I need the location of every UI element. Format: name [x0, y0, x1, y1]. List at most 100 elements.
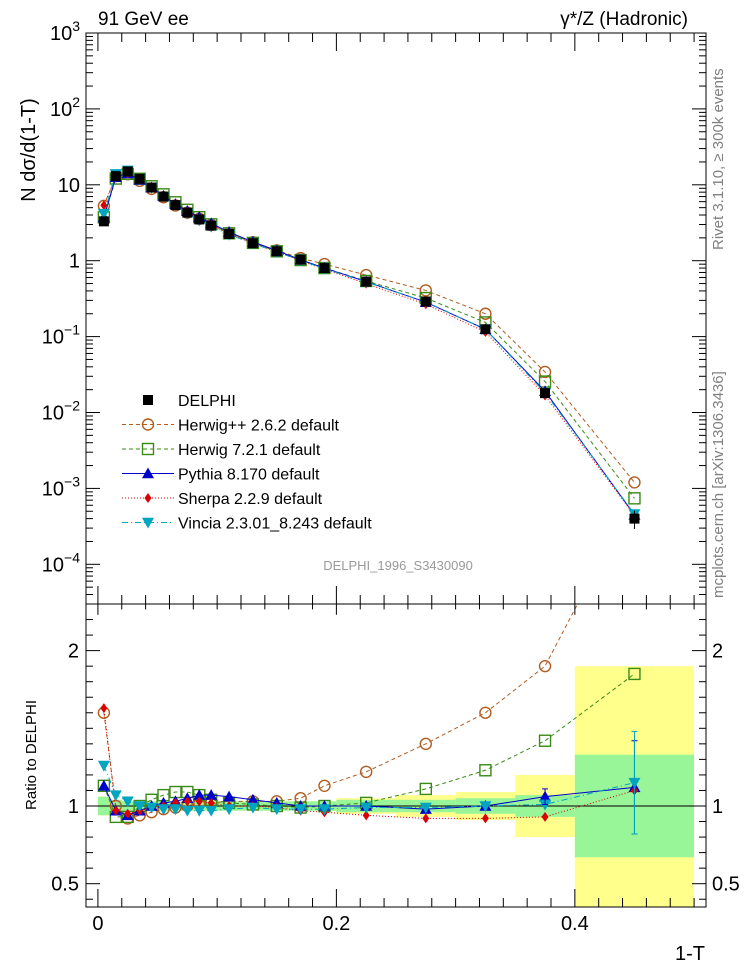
data-point-delphi: [420, 296, 431, 307]
data-point-delphi: [540, 388, 551, 399]
ratio-y-tick-label-left: 1: [68, 796, 79, 818]
ratio-point-herwig-7-2-1-default: [538, 734, 552, 747]
x-tick-label: 0.2: [322, 913, 350, 935]
data-point-delphi: [361, 276, 372, 287]
main-y-tick-label: 102: [50, 94, 80, 121]
ratio-point-vincia-2-3-01-8-243-default: [109, 790, 122, 802]
point-sherpa-2-2-9-default: [100, 200, 108, 211]
data-point-delphi: [629, 513, 640, 524]
ratio-y-tick-label-left: 0.5: [51, 874, 79, 896]
x-tick-label: 0.4: [561, 913, 589, 935]
ratio-point-pythia-8-170-default: [223, 790, 236, 802]
ratio-point-pythia-8-170-default: [246, 793, 259, 805]
data-point-delphi: [271, 246, 282, 257]
main-y-tick-label: 1: [69, 251, 80, 273]
ratio-point-pythia-8-170-default: [97, 779, 110, 791]
header-right-label: γ*/Z (Hadronic): [560, 9, 688, 30]
data-point-delphi: [98, 216, 109, 227]
ratio-point-sherpa-2-2-9-default: [422, 813, 430, 824]
legend-label-delphi: DELPHI: [178, 393, 236, 410]
ratio-point-sherpa-2-2-9-default: [183, 796, 191, 807]
ratio-point-pythia-8-170-default: [205, 789, 218, 800]
ratio-point-vincia-2-3-01-8-243-default: [318, 804, 331, 816]
ratio-point-vincia-2-3-01-8-243-default: [97, 760, 110, 772]
ratio-y-tick-label-right: 2: [712, 641, 723, 663]
ratio-point-sherpa-2-2-9-default: [541, 811, 549, 822]
point-herwig-2-6-2-default: [538, 365, 552, 379]
data-point-delphi: [158, 191, 169, 202]
ratio-line-herwig-2-6-2-default: [103, 604, 579, 819]
series-line-sherpa-2-2-9-default: [103, 172, 635, 516]
data-point-delphi: [134, 173, 145, 184]
ratio-point-sherpa-2-2-9-default: [100, 703, 108, 714]
ratio-point-sherpa-2-2-9-default: [124, 808, 132, 819]
point-herwig-7-2-1-default: [628, 492, 641, 505]
ratio-point-vincia-2-3-01-8-243-default: [133, 801, 146, 812]
legend-label-herwig-7-2-1-default: Herwig 7.2.1 default: [178, 442, 321, 459]
legend-marker-vincia-2-3-01-8-243-default: [142, 517, 154, 529]
ratio-point-herwig-2-6-2-default: [538, 659, 552, 673]
data-point-delphi: [319, 263, 330, 274]
ratio-point-sherpa-2-2-9-default: [112, 805, 120, 816]
data-point-delphi: [194, 214, 205, 225]
ratio-point-vincia-2-3-01-8-243-default: [193, 805, 206, 817]
mcplots-label: mcplots.cern.ch [arXiv:1306.3436]: [710, 371, 727, 598]
ratio-point-herwig-2-6-2-default: [419, 737, 433, 751]
main-y-tick-label: 10−2: [42, 398, 80, 425]
point-vincia-2-3-01-8-243-default: [97, 208, 110, 220]
main-y-axis-title: N dσ/d(1-T): [18, 98, 40, 201]
ratio-point-sherpa-2-2-9-default: [195, 796, 203, 807]
ratio-point-vincia-2-3-01-8-243-default: [270, 804, 283, 816]
legend-marker-sherpa-2-2-9-default: [144, 493, 152, 503]
ratio-line-vincia-2-3-01-8-243-default: [103, 765, 635, 812]
ratio-point-vincia-2-3-01-8-243-default: [479, 801, 492, 812]
ratio-point-vincia-2-3-01-8-243-default: [181, 805, 194, 817]
ratio-panel-series: [97, 490, 641, 835]
main-y-tick-label: 10−3: [42, 473, 80, 500]
ratio-y-tick-label-right: 0.5: [712, 874, 740, 896]
ratio-y-axis-title: Ratio to DELPHI: [23, 700, 40, 810]
ratio-point-vincia-2-3-01-8-243-default: [205, 805, 218, 817]
point-herwig-2-6-2-default: [419, 284, 433, 297]
data-point-delphi: [295, 254, 306, 265]
ratio-point-herwig-2-6-2-default: [629, 490, 640, 501]
ratio-point-vincia-2-3-01-8-243-default: [360, 802, 373, 814]
data-point-delphi: [480, 324, 491, 335]
ratio-point-herwig-7-2-1-default: [419, 782, 433, 796]
point-herwig-2-6-2-default: [628, 476, 641, 489]
x-tick-label: 0: [92, 913, 103, 935]
legend-label-herwig-2-6-2-default: Herwig++ 2.6.2 default: [178, 418, 340, 435]
ratio-point-vincia-2-3-01-8-243-default: [169, 804, 182, 816]
main-y-tick-label: 10−4: [42, 549, 80, 576]
ratio-point-herwig-7-2-1-default: [479, 764, 492, 777]
legend-marker-pythia-8-170-default: [142, 467, 154, 479]
series-line-pythia-8-170-default: [103, 172, 635, 516]
main-panel-series: [97, 165, 641, 529]
main-y-tick-label: 103: [50, 18, 80, 45]
legend-label-pythia-8-170-default: Pythia 8.170 default: [178, 467, 320, 484]
data-point-delphi: [170, 200, 181, 211]
ratio-point-herwig-2-6-2-default: [318, 779, 331, 792]
series-line-vincia-2-3-01-8-243-default: [103, 169, 635, 515]
ratio-y-tick-label-right: 1: [712, 796, 723, 818]
data-point-delphi: [182, 207, 193, 218]
ratio-point-herwig-2-6-2-default: [479, 706, 492, 719]
ratio-point-vincia-2-3-01-8-243-default: [246, 802, 259, 814]
ratio-point-vincia-2-3-01-8-243-default: [539, 799, 552, 811]
rivet-version-label: Rivet 3.1.10, ≥ 300k events: [710, 68, 727, 250]
ratio-y-tick-label-left: 2: [68, 641, 79, 663]
ratio-point-herwig-7-2-1-default: [628, 667, 641, 681]
legend-label-vincia-2-3-01-8-243-default: Vincia 2.3.01_8.243 default: [178, 516, 372, 533]
ratio-point-vincia-2-3-01-8-243-default: [121, 796, 134, 808]
main-y-tick-label: 10: [58, 175, 80, 197]
ratio-point-vincia-2-3-01-8-243-default: [294, 804, 307, 816]
point-herwig-2-6-2-default: [479, 307, 492, 320]
legend-marker-delphi: [143, 395, 153, 405]
data-point-delphi: [146, 182, 157, 193]
data-point-delphi: [247, 238, 258, 249]
main-y-tick-label: 10−1: [42, 322, 80, 349]
series-line-herwig-2-6-2-default: [103, 173, 635, 483]
ratio-point-vincia-2-3-01-8-243-default: [145, 802, 158, 814]
